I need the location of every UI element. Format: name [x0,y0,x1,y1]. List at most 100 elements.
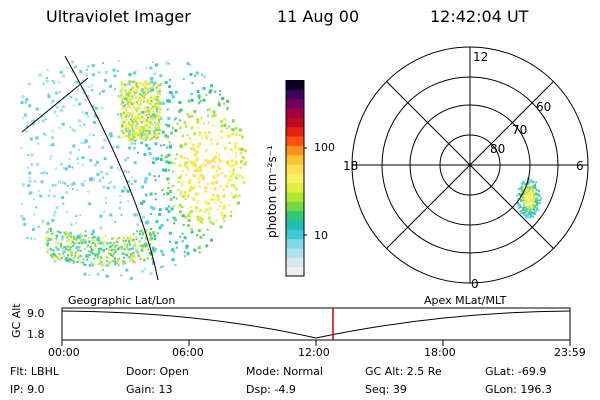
polar-label-12: 12 [473,50,488,64]
emission-pixel [122,239,125,242]
emission-pixel [98,178,101,181]
emission-pixel [214,90,217,93]
emission-pixel [50,136,54,140]
emission-pixel [207,108,211,112]
emission-pixel [66,66,69,69]
colorbar-segment [286,108,304,118]
emission-pixel [72,144,76,148]
emission-pixel [127,126,130,129]
emission-pixel [190,227,193,230]
emission-pixel [196,215,199,218]
emission-pixel [127,96,130,99]
emission-pixel [184,142,188,146]
emission-pixel [62,74,66,78]
emission-pixel [152,248,155,251]
polar-emission-pixel [516,197,519,200]
emission-pixel [141,110,145,114]
emission-pixel [138,104,141,107]
emission-pixel [133,133,136,136]
emission-pixel [82,238,85,241]
emission-pixel [144,111,147,114]
emission-pixel [171,248,175,252]
emission-pixel [104,241,107,244]
emission-pixel [138,82,141,85]
emission-pixel [232,168,236,172]
emission-pixel [114,261,117,264]
emission-pixel [132,119,135,122]
polar-emission-pixel [530,187,533,190]
emission-pixel [140,117,143,120]
emission-pixel [143,81,146,84]
emission-pixel [213,174,216,177]
emission-pixel [152,157,155,160]
emission-pixel [108,248,111,251]
emission-pixel [130,176,133,179]
emission-pixel [230,132,234,136]
emission-pixel [154,238,157,241]
emission-pixel [146,116,149,119]
emission-pixel [83,272,87,276]
emission-pixel [130,112,133,115]
emission-pixel [148,126,151,129]
emission-pixel [33,213,36,216]
status-seq: Seq: 39 [365,383,407,396]
emission-pixel [91,249,94,252]
emission-pixel [28,193,31,196]
emission-pixel [124,119,127,122]
emission-pixel [60,257,63,260]
emission-pixel [241,135,245,139]
emission-pixel [145,237,148,240]
emission-pixel [176,177,179,180]
emission-pixel [124,89,127,92]
emission-pixel [68,231,72,235]
emission-pixel [152,207,156,211]
emission-pixel [167,210,171,214]
emission-pixel [98,239,101,242]
emission-pixel [183,236,187,240]
polar-emission-pixel [531,199,534,202]
colorbar-segment [286,126,304,137]
emission-pixel [153,106,156,109]
emission-pixel [142,117,145,120]
emission-pixel [51,143,55,147]
emission-pixel [144,89,147,92]
emission-pixel [119,194,122,197]
emission-pixel [66,239,69,242]
emission-pixel [80,239,83,242]
emission-pixel [186,166,190,170]
emission-pixel [90,249,93,252]
emission-pixel [206,161,210,165]
emission-pixel [119,246,122,249]
emission-pixel [155,127,158,130]
emission-pixel [150,105,153,108]
emission-pixel [82,92,85,95]
emission-pixel [124,96,127,99]
emission-pixel [186,158,189,161]
emission-pixel [83,123,86,126]
emission-pixel [174,157,177,160]
emission-pixel [98,251,101,254]
emission-pixel [228,142,231,145]
emission-pixel [139,103,142,106]
emission-pixel [183,255,186,258]
emission-pixel [155,220,159,224]
emission-pixel [149,137,152,140]
polar-emission-pixel [521,190,524,193]
emission-pixel [149,90,152,93]
emission-pixel [100,214,103,217]
emission-pixel [142,200,146,204]
emission-pixel [140,229,143,232]
emission-pixel [112,146,115,149]
emission-pixel [168,141,171,144]
emission-pixel [197,246,201,250]
emission-pixel [129,108,132,111]
emission-pixel [120,99,123,102]
emission-pixel [148,83,151,86]
emission-pixel [137,87,140,90]
uv-image-panel [20,55,248,281]
emission-pixel [55,246,58,249]
emission-pixel [148,124,151,127]
emission-pixel [142,215,146,219]
emission-pixel [124,239,127,242]
emission-pixel [240,147,244,151]
